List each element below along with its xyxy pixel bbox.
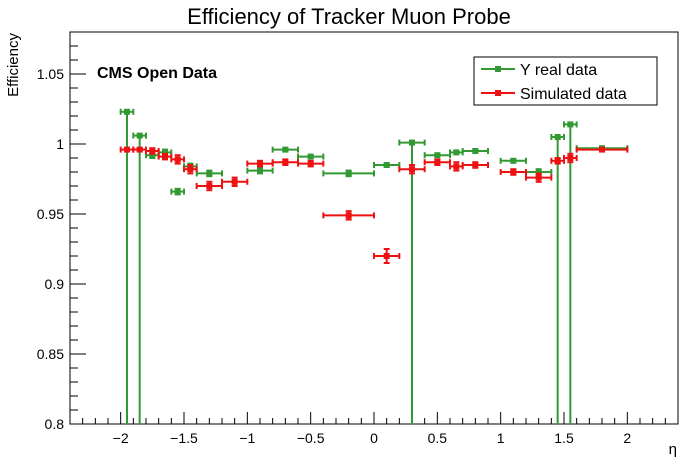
y-tick-label: 0.8 bbox=[45, 416, 65, 432]
y-tick-label: 1 bbox=[56, 136, 64, 152]
legend-marker-simulated-data bbox=[495, 90, 501, 96]
data-point bbox=[124, 146, 130, 153]
y-axis: 0.8 0.85 0.9 0.95 1 1.05 bbox=[37, 31, 86, 432]
x-tick-label: 0.5 bbox=[428, 430, 448, 446]
data-point bbox=[231, 178, 238, 185]
x-tick-label: −1.5 bbox=[170, 430, 198, 446]
data-point bbox=[535, 169, 542, 175]
data-point bbox=[162, 149, 168, 156]
data-point bbox=[510, 169, 517, 175]
legend-label-simulated-data: Simulated data bbox=[520, 86, 627, 103]
series-0 bbox=[119, 108, 629, 424]
data-point bbox=[206, 183, 213, 189]
data-point bbox=[257, 160, 263, 167]
x-tick-label: −2 bbox=[113, 430, 129, 446]
x-tick-label: −1 bbox=[239, 430, 255, 446]
legend-marker-real-data bbox=[495, 66, 501, 72]
series-1 bbox=[119, 146, 629, 264]
data-point bbox=[282, 146, 289, 153]
data-point bbox=[282, 159, 289, 166]
data-point bbox=[149, 148, 156, 154]
y-tick-label: 1.05 bbox=[37, 66, 64, 82]
data-point bbox=[136, 146, 143, 153]
data-point bbox=[434, 152, 441, 159]
data-point bbox=[149, 152, 156, 159]
data-point bbox=[472, 162, 479, 168]
data-point bbox=[257, 167, 263, 174]
y-tick-label: 0.85 bbox=[37, 346, 64, 362]
data-point bbox=[124, 108, 130, 115]
data-point bbox=[383, 253, 390, 259]
data-point bbox=[510, 157, 517, 164]
data-point bbox=[136, 132, 143, 139]
data-point bbox=[535, 174, 542, 181]
data-point bbox=[345, 212, 352, 219]
legend-box bbox=[473, 56, 658, 106]
data-point bbox=[599, 146, 605, 153]
data-point bbox=[554, 157, 561, 164]
series-layer bbox=[119, 108, 629, 424]
cms-open-data-label: CMS Open Data bbox=[97, 65, 217, 82]
data-point bbox=[567, 121, 574, 128]
x-tick-label: 1.5 bbox=[554, 430, 574, 446]
x-tick-label: 2 bbox=[623, 430, 631, 446]
x-axis: −2 −1.5 −1 −0.5 0 0.5 1 1.5 2 bbox=[69, 412, 679, 446]
data-point bbox=[472, 148, 479, 154]
data-point bbox=[453, 149, 460, 156]
legend: Υ real data Simulated data bbox=[473, 56, 658, 106]
data-point bbox=[345, 170, 352, 177]
y-tick-label: 0.95 bbox=[37, 206, 64, 222]
x-axis-title: η bbox=[669, 441, 677, 458]
data-point bbox=[554, 134, 561, 140]
x-tick-label: 0 bbox=[370, 430, 378, 446]
data-point bbox=[409, 139, 415, 146]
data-point bbox=[174, 188, 181, 195]
data-point bbox=[162, 153, 168, 160]
x-tick-label: 1 bbox=[497, 430, 505, 446]
legend-label-real-data: Υ real data bbox=[520, 62, 597, 79]
data-point bbox=[434, 159, 441, 166]
data-point bbox=[307, 153, 314, 160]
y-axis-title: Efficiency bbox=[5, 33, 22, 97]
data-point bbox=[307, 160, 314, 167]
x-tick-label: −0.5 bbox=[297, 430, 325, 446]
data-point bbox=[187, 166, 194, 173]
y-tick-label: 0.9 bbox=[45, 276, 65, 292]
data-point bbox=[453, 163, 460, 170]
data-point bbox=[206, 170, 213, 177]
data-point bbox=[409, 166, 415, 173]
data-point bbox=[383, 162, 390, 168]
data-point bbox=[174, 156, 181, 163]
chart-title: Efficiency of Tracker Muon Probe bbox=[187, 4, 511, 29]
data-point bbox=[567, 155, 574, 161]
